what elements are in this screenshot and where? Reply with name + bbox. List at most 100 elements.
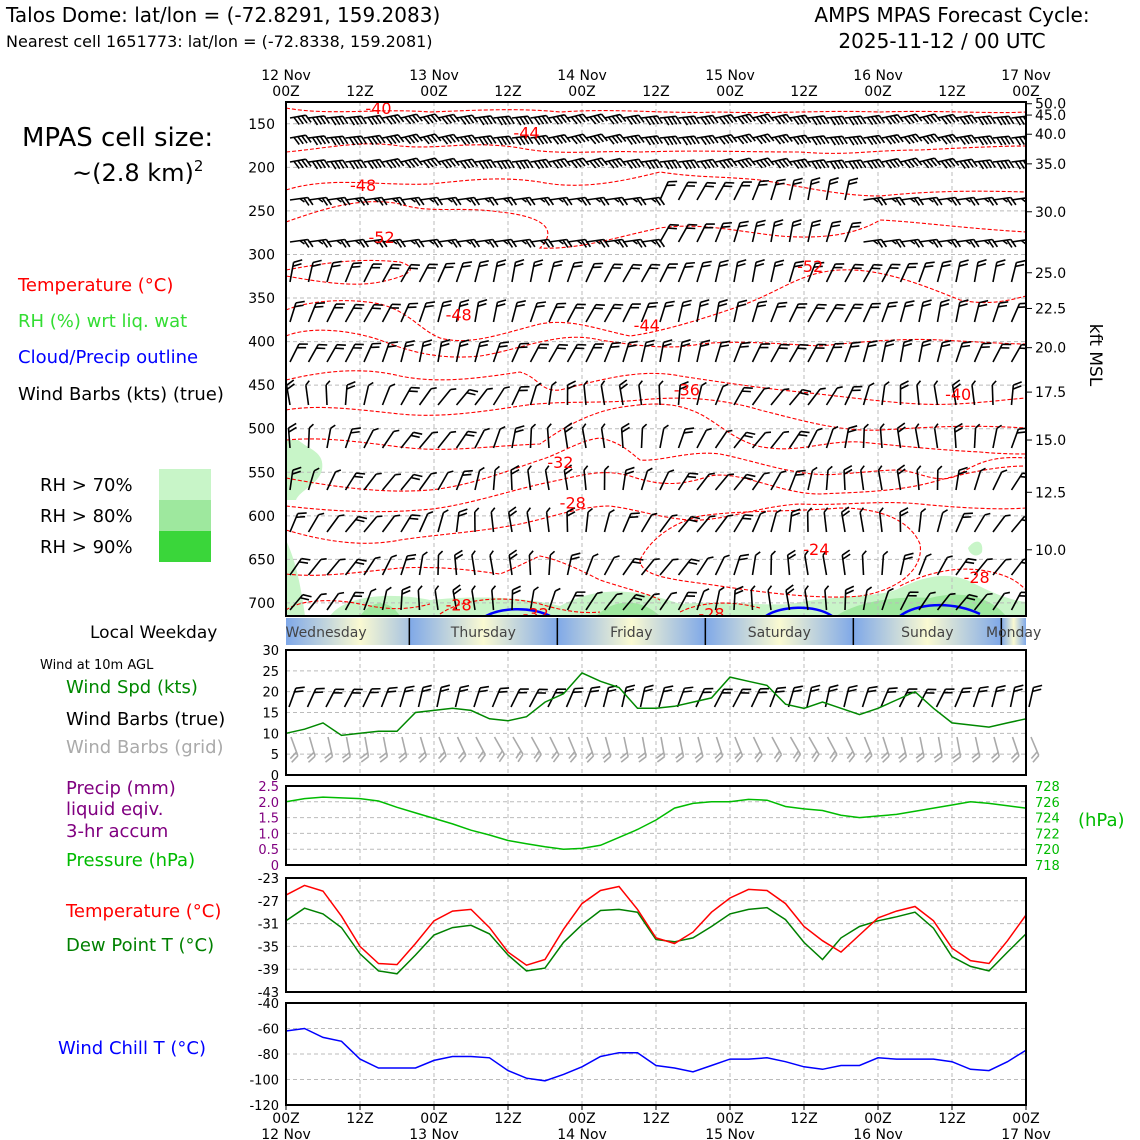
wind-speed-tick-label: 10 xyxy=(262,727,279,742)
upper-wind-barb xyxy=(918,196,943,206)
cross-section-frame xyxy=(285,101,1027,617)
wind-chill-tick-label: -100 xyxy=(249,1074,279,1089)
upper-wind-barb xyxy=(456,134,479,145)
upper-wind-barb xyxy=(879,423,885,449)
surface-wind-barb-grid xyxy=(341,736,351,763)
surface-wind-barb-true xyxy=(991,684,1006,708)
upper-wind-barb xyxy=(770,133,793,145)
upper-wind-barb xyxy=(659,159,682,170)
upper-wind-barb xyxy=(696,260,712,283)
wind-speed-panel: 0 5 10 15 20 25 30 xyxy=(262,644,1043,784)
upper-wind-barb xyxy=(381,303,401,323)
top-tick-hour: 00Z xyxy=(1012,84,1039,100)
surface-wind-barb-grid xyxy=(789,736,802,763)
upper-wind-barb xyxy=(326,424,336,449)
upper-wind-barb xyxy=(566,380,577,406)
upper-wind-barb xyxy=(863,134,886,146)
temperature-tick-label: -31 xyxy=(258,918,279,933)
upper-wind-barb xyxy=(992,343,1012,363)
upper-wind-barb xyxy=(863,158,886,170)
upper-wind-barb xyxy=(419,196,444,206)
upper-wind-barb xyxy=(363,238,388,248)
surface-wind-barb-true xyxy=(602,684,618,708)
upper-wind-barb xyxy=(585,553,599,576)
height-tick-label: 45.0 xyxy=(1035,108,1066,124)
temperature-contour-label: -28 xyxy=(698,604,724,623)
top-tick-hour: 00Z xyxy=(864,84,891,100)
upper-wind-barb xyxy=(363,196,388,206)
upper-wind-barb xyxy=(826,159,848,170)
upper-wind-barb xyxy=(471,585,476,611)
upper-wind-barb xyxy=(344,343,364,363)
upper-wind-barb xyxy=(455,261,473,283)
pressure-tick-label: 600 xyxy=(248,509,275,525)
upper-wind-barb xyxy=(418,472,437,491)
upper-wind-barb xyxy=(714,221,732,243)
upper-wind-barb xyxy=(548,343,568,363)
upper-wind-barb xyxy=(807,303,827,323)
upper-wind-barb xyxy=(418,263,438,283)
upper-wind-barb xyxy=(382,134,405,145)
temperature-tick-label: -35 xyxy=(258,940,279,955)
upper-wind-barb xyxy=(400,339,415,363)
upper-wind-barb xyxy=(583,380,589,406)
surface-wind-barb-true xyxy=(399,685,415,708)
upper-wind-barb xyxy=(363,303,383,323)
pressure-axis: 150 200 250 300 350 400 450 500 550 600 650 700 xyxy=(248,117,275,612)
upper-wind-barb xyxy=(455,388,479,406)
upper-wind-barb xyxy=(659,180,678,201)
upper-wind-barb xyxy=(530,238,555,248)
upper-wind-barb xyxy=(585,196,610,206)
upper-wind-barb xyxy=(881,263,901,283)
upper-wind-barb xyxy=(546,423,552,449)
upper-wind-barb xyxy=(585,133,608,145)
bottom-tick-date: 12 Nov xyxy=(261,1127,311,1140)
upper-wind-barb xyxy=(452,584,462,611)
upper-wind-barb xyxy=(992,238,1017,248)
upper-wind-barb xyxy=(622,512,640,533)
upper-wind-barb xyxy=(844,221,862,243)
upper-wind-barb xyxy=(936,465,943,491)
precip-label-1: Precip (mm) xyxy=(66,778,176,799)
upper-wind-barb xyxy=(585,262,604,283)
surface-wind-barb-true xyxy=(528,688,548,708)
upper-wind-barb xyxy=(918,157,941,169)
upper-wind-barb xyxy=(733,157,756,169)
upper-wind-barb xyxy=(841,549,851,576)
upper-wind-barb xyxy=(971,380,977,406)
pressure-tick-label: 300 xyxy=(248,247,275,263)
upper-wind-barb xyxy=(918,238,943,248)
upper-wind-barb xyxy=(786,549,797,576)
upper-wind-barb xyxy=(381,341,399,363)
weekday-band: Wednesday Thursday Friday Saturday Sunday Mon… xyxy=(286,618,1041,645)
upper-wind-barb xyxy=(548,302,567,323)
upper-wind-barb xyxy=(640,263,661,283)
upper-wind-barb xyxy=(953,422,964,449)
upper-wind-barb xyxy=(677,515,701,533)
upper-wind-barb xyxy=(788,260,805,283)
surface-wind-barb-true xyxy=(695,687,714,708)
upper-wind-barb xyxy=(307,593,327,611)
upper-wind-barb xyxy=(326,558,346,576)
upper-wind-barb xyxy=(936,555,953,576)
upper-wind-barb xyxy=(955,299,969,323)
upper-wind-barb xyxy=(326,343,346,363)
upper-wind-barb xyxy=(751,343,771,363)
height-tick-label: 35.0 xyxy=(1035,157,1066,173)
wind-panel-frame xyxy=(285,649,1027,776)
upper-wind-barb xyxy=(788,343,809,363)
upper-wind-barb xyxy=(751,551,761,576)
upper-wind-barb xyxy=(733,299,748,323)
upper-wind-barb xyxy=(566,261,584,283)
upper-wind-barb xyxy=(548,196,573,206)
surface-wind-barb-true xyxy=(880,687,898,708)
pressure-tick-label: 150 xyxy=(248,117,275,133)
upper-wind-barb xyxy=(733,473,756,491)
rh-legend-80-label: RH > 80% xyxy=(40,506,133,527)
upper-wind-barb xyxy=(789,158,812,169)
upper-wind-barb xyxy=(696,588,710,611)
pressure-axis-label: (hPa) xyxy=(1078,810,1125,831)
upper-wind-barb xyxy=(344,591,365,611)
upper-wind-barb xyxy=(418,431,439,449)
upper-wind-barb xyxy=(326,591,345,611)
